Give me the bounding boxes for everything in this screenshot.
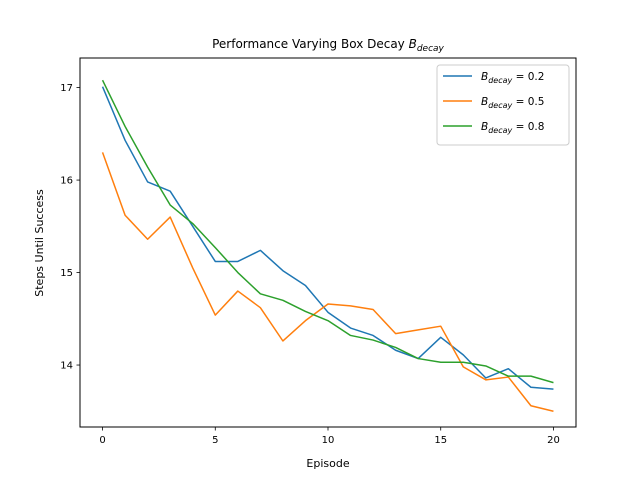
series-layer (101, 79, 554, 413)
x-tick-label: 5 (212, 435, 218, 446)
y-tick-label: 16 (60, 176, 73, 187)
x-tick-label: 0 (99, 435, 105, 446)
y-tick-label: 15 (60, 268, 73, 279)
series-line-2 (101, 152, 554, 413)
legend-label-2: Bdecay = 0.5 (481, 96, 544, 110)
x-tick-label: 20 (547, 435, 560, 446)
y-axis-label: Steps Until Success (33, 189, 46, 297)
chart-title: Performance Varying Box Decay Bdecay (212, 37, 444, 54)
x-tick-label: 10 (322, 435, 335, 446)
series-line-3 (101, 79, 554, 384)
legend-label-1: Bdecay = 0.2 (481, 71, 544, 85)
x-axis-label: Episode (306, 457, 349, 470)
x-axis: 0 5 10 15 20 (99, 427, 560, 446)
y-tick-label: 17 (60, 83, 73, 94)
legend: Bdecay = 0.2 Bdecay = 0.5 Bdecay = 0.8 (436, 64, 570, 146)
y-tick-label: 14 (60, 361, 73, 372)
x-tick-label: 15 (434, 435, 447, 446)
legend-box (436, 64, 570, 146)
series-line-1 (101, 86, 554, 390)
y-axis: 14 15 16 17 (60, 83, 80, 372)
legend-label-3: Bdecay = 0.8 (481, 121, 544, 135)
